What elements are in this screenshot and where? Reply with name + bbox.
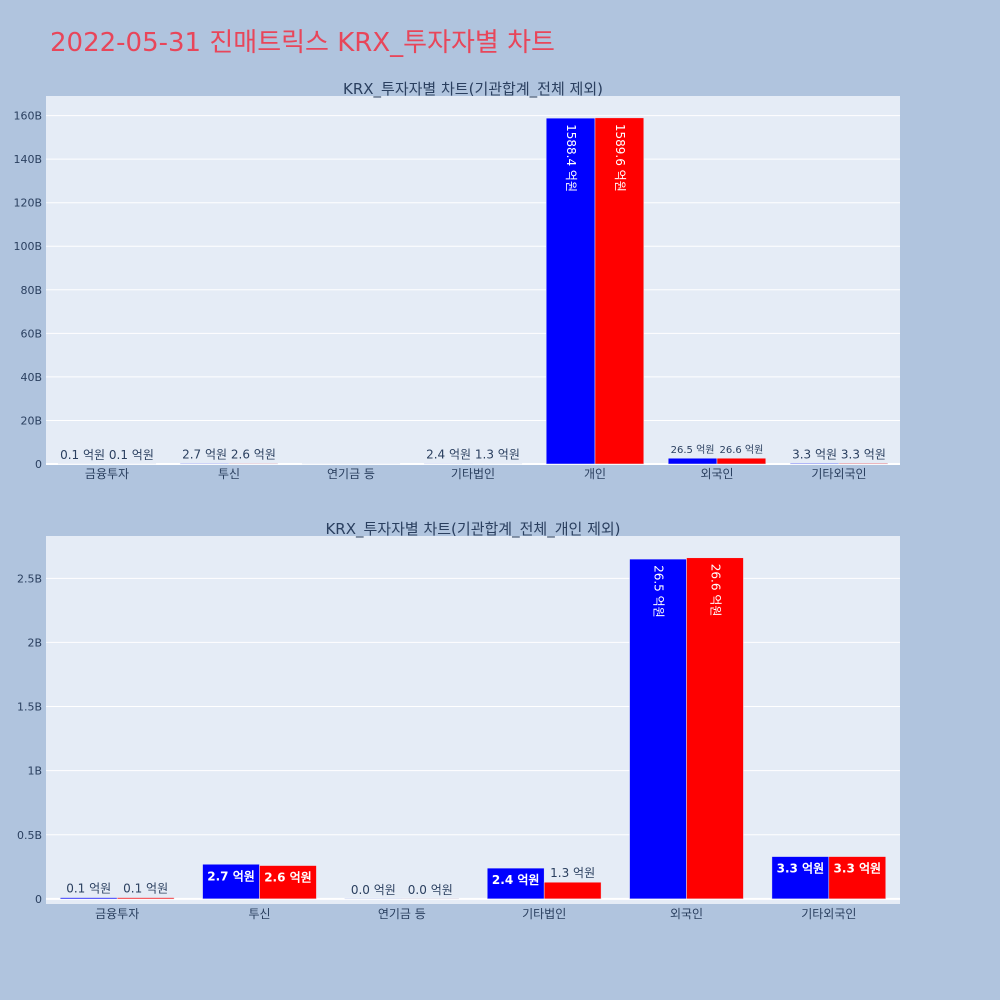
y-tick-label: 120B <box>13 197 42 210</box>
x-tick-label: 금융투자 <box>95 907 139 921</box>
bar-value-label: 2.6 억원 <box>231 447 276 461</box>
bar-value-label: 0.0 억원 <box>408 883 453 897</box>
bar <box>789 463 840 465</box>
plot-area <box>46 96 900 464</box>
bar <box>594 117 645 465</box>
bar <box>344 898 403 900</box>
bar-value-label: 2.7 억원 <box>207 869 255 883</box>
y-tick-label: 2.5B <box>17 572 42 585</box>
bar <box>350 463 401 465</box>
y-tick-label: 160B <box>13 110 42 123</box>
bar <box>423 463 474 465</box>
bar-value-label: 3.3 억원 <box>777 862 825 876</box>
y-tick-label: 80B <box>20 284 42 297</box>
bar <box>179 463 230 465</box>
bar <box>401 898 460 900</box>
x-tick-label: 기타외국인 <box>811 467 866 481</box>
x-tick-label: 외국인 <box>700 467 733 481</box>
x-tick-label: 외국인 <box>670 907 703 921</box>
x-tick-label: 투신 <box>218 467 240 481</box>
bar-value-label: 26.6 억원 <box>719 444 763 456</box>
page-title: 2022-05-31 진매트릭스 KRX_투자자별 차트 <box>50 28 555 58</box>
bar-value-label: 1.3 억원 <box>550 866 595 880</box>
bar <box>59 897 118 900</box>
x-tick-label: 기타법인 <box>451 467 495 481</box>
bar <box>259 865 317 900</box>
bar <box>716 457 767 465</box>
bar-value-label: 1.3 억원 <box>475 448 520 462</box>
bar <box>838 463 889 465</box>
x-tick-label: 금융투자 <box>85 467 129 481</box>
chart-title: KRX_투자자별 차트(기관합계_전체 제외) <box>343 80 603 99</box>
y-tick-label: 2B <box>27 636 42 649</box>
bar <box>629 558 687 900</box>
chart-title: KRX_투자자별 차트(기관합계_전체_개인 제외) <box>325 520 620 539</box>
bar-value-label: 0.1 억원 <box>60 448 105 462</box>
bar <box>667 457 718 465</box>
chart-1: 0 20B 40B 60B 80B 100B 120B 140B 160B KRX_투자자별 차트… <box>13 80 900 481</box>
bar-value-label: 2.7 억원 <box>182 447 227 461</box>
plot-area <box>46 536 900 904</box>
x-tick-label: 연기금 등 <box>327 467 375 481</box>
bar-value-label: 0.0 억원 <box>351 883 396 897</box>
bar <box>301 463 352 465</box>
bar-value-label: 0.1 억원 <box>123 882 168 896</box>
bar <box>686 557 744 900</box>
bar <box>106 463 157 465</box>
bar <box>543 881 602 900</box>
y-tick-label: 40B <box>20 371 42 384</box>
bar-value-label: 3.3 억원 <box>834 862 882 876</box>
bar-value-label: 26.6 억원 <box>708 564 722 617</box>
chart-2: 0 0.5B 1B 1.5B 2B 2.5B KRX_투자자별 차트(기관합계_전체_개인 … <box>17 520 900 921</box>
bar-value-label: 3.3 억원 <box>792 447 837 461</box>
x-tick-label: 투신 <box>248 907 270 921</box>
bar-value-label: 26.5 억원 <box>652 565 666 618</box>
y-tick-label: 140B <box>13 153 42 166</box>
bar-value-label: 0.1 억원 <box>66 882 111 896</box>
y-tick-label: 0 <box>35 458 42 471</box>
bar-value-label: 2.4 억원 <box>426 447 471 461</box>
bar-value-label: 2.6 억원 <box>264 871 312 885</box>
x-tick-label: 기타외국인 <box>801 907 856 921</box>
bar-value-label: 0.1 억원 <box>109 448 154 462</box>
bar-value-label: 26.5 억원 <box>671 444 715 456</box>
y-tick-label: 60B <box>20 327 42 340</box>
x-tick-label: 기타법인 <box>522 907 566 921</box>
bar <box>828 856 887 900</box>
y-tick-label: 0 <box>35 893 42 906</box>
bar <box>545 117 596 465</box>
bar <box>472 463 523 465</box>
y-tick-label: 1B <box>27 765 42 778</box>
bar-value-label: 1589.6 억원 <box>613 124 627 192</box>
bar-value-label: 2.4 억원 <box>492 873 540 887</box>
bar <box>202 864 260 900</box>
y-tick-label: 0.5B <box>17 829 42 842</box>
bar <box>771 856 830 900</box>
x-tick-label: 개인 <box>584 467 606 481</box>
bar-value-label: 3.3 억원 <box>841 447 886 461</box>
y-tick-label: 20B <box>20 414 42 427</box>
y-tick-label: 1.5B <box>17 701 42 714</box>
bar <box>228 463 279 465</box>
bar <box>57 463 108 465</box>
bar-value-label: 1588.4 억원 <box>564 124 578 192</box>
y-tick-label: 100B <box>13 240 42 253</box>
bar <box>116 897 175 900</box>
x-tick-label: 연기금 등 <box>378 907 426 921</box>
